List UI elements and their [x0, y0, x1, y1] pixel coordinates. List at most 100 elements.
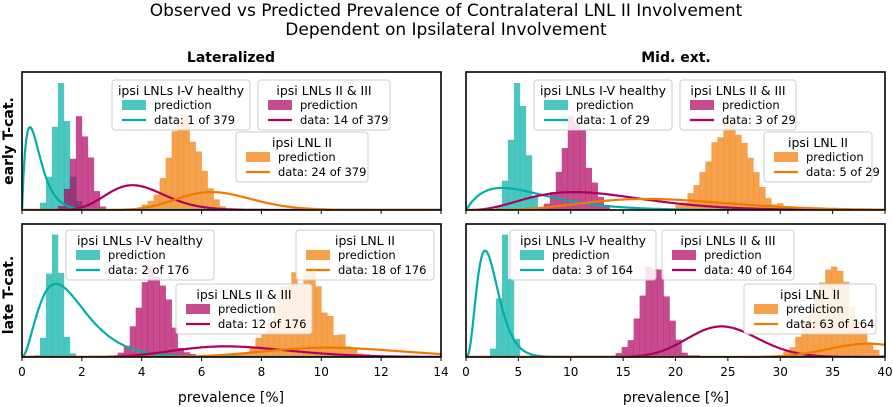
legend-swatch-prediction — [544, 100, 568, 110]
histogram-bar-red — [549, 192, 557, 210]
legend-label-prediction: prediction — [218, 302, 276, 316]
histogram-bar-red — [165, 299, 172, 357]
histogram-bar-orange — [327, 316, 334, 357]
legend-label-prediction: prediction — [786, 302, 844, 316]
panel-frame — [21, 71, 442, 211]
histogram-bar-green — [501, 180, 509, 210]
legend-label-data: data: 5 of 29 — [806, 165, 880, 179]
x-tick-label: 4 — [138, 365, 146, 379]
legend-box — [111, 79, 251, 131]
legend-label-prediction: prediction — [154, 98, 212, 112]
histogram-bar-red — [585, 167, 592, 210]
legend-title: ipsi LNLs I-V healthy — [540, 83, 667, 98]
x-tick-label: 20 — [668, 365, 683, 379]
histogram-bar-red — [63, 188, 71, 210]
histogram-bar-green — [513, 83, 521, 210]
legend-label-prediction: prediction — [338, 248, 396, 262]
histogram-bar-orange — [261, 334, 268, 357]
x-tick-label: 10 — [314, 365, 329, 379]
histogram-bar-orange — [723, 116, 730, 210]
legend-label-data: data: 3 of 29 — [722, 113, 796, 127]
legend-title: ipsi LNLs II & III — [276, 83, 371, 98]
histogram-bar-green — [45, 273, 53, 357]
histogram-bar-green — [63, 121, 71, 210]
legend-box — [175, 283, 313, 335]
density-curve-green — [466, 249, 885, 357]
histogram-bar-orange — [705, 161, 712, 210]
histogram-bar-red — [639, 295, 646, 357]
legend-swatch-prediction — [774, 152, 798, 162]
histogram-bar-green — [51, 126, 59, 210]
histogram-bar-green — [69, 353, 77, 357]
histogram-bar-green — [525, 155, 533, 210]
histogram-bar-orange — [801, 322, 808, 357]
histogram-bar-orange — [699, 172, 706, 210]
histogram-bar-orange — [189, 141, 196, 210]
legend-label-prediction: prediction — [300, 98, 358, 112]
legend-box — [679, 79, 797, 131]
column-title-lateralized: Lateralized — [187, 50, 275, 66]
histogram-bar-orange — [177, 120, 184, 210]
histogram-bar-red — [177, 347, 184, 357]
histogram-bar-red — [87, 157, 95, 210]
histogram-bar-orange — [759, 187, 766, 210]
histogram-bar-orange — [201, 170, 208, 210]
histogram-bar-red — [633, 318, 640, 357]
histogram-bar-red — [123, 345, 131, 357]
legend-swatch-prediction — [672, 250, 696, 260]
legend-box — [295, 229, 435, 281]
figure-title-line1: Observed vs Predicted Prevalence of Cont… — [150, 1, 743, 21]
x-axis-label-left: prevalence [%] — [178, 390, 284, 406]
histogram-bar-red — [675, 339, 682, 357]
histogram-bar-green — [507, 279, 515, 357]
legend-title: ipsi LNLs II & III — [690, 83, 785, 98]
histogram-bar-orange — [213, 199, 220, 210]
histogram-bar-green — [39, 337, 47, 357]
histogram-bar-red — [651, 269, 658, 357]
legend-title: ipsi LNLs II & III — [196, 287, 291, 302]
density-curve-red — [466, 325, 885, 357]
histogram-bar-green — [507, 139, 515, 210]
histogram-bar-orange — [873, 349, 880, 357]
legend-title: ipsi LNL II — [272, 135, 332, 150]
histogram-bar-red — [591, 182, 598, 210]
legend-label-prediction: prediction — [806, 150, 864, 164]
legend-swatch-prediction — [186, 304, 210, 314]
histogram-bar-red — [645, 266, 652, 357]
histogram-bar-orange — [729, 122, 736, 210]
histogram-bar-orange — [207, 188, 214, 210]
histogram-bar-red — [621, 347, 628, 357]
histogram-bar-green — [63, 336, 71, 357]
legend-label-data: data: 2 of 176 — [108, 263, 189, 277]
histogram-bar-green — [39, 202, 47, 210]
histogram-bar-orange — [747, 157, 754, 210]
histogram-bar-red — [171, 327, 178, 357]
legend-label-prediction: prediction — [704, 248, 762, 262]
histogram-bar-red — [561, 147, 569, 210]
legend-label-prediction: prediction — [278, 150, 336, 164]
density-curve-orange — [22, 346, 441, 357]
x-tick-label: 8 — [258, 365, 266, 379]
histogram-bar-red — [141, 282, 148, 357]
histogram-bar-red — [135, 307, 143, 357]
histogram-bar-orange — [783, 351, 790, 357]
legend-title: ipsi LNLs I-V healthy — [77, 233, 204, 248]
histogram-bar-orange — [735, 134, 742, 210]
histogram-bar-green — [513, 338, 521, 357]
legend-label-data: data: 40 of 164 — [704, 263, 792, 277]
histogram-bar-orange — [885, 356, 891, 357]
legend-label-data: data: 1 of 379 — [154, 113, 235, 127]
histogram-bar-green — [57, 272, 65, 357]
histogram-bar-orange — [711, 142, 718, 210]
histogram-bar-orange — [195, 151, 202, 210]
legend-box — [763, 131, 873, 183]
histogram-bar-red — [663, 296, 670, 357]
histogram-bar-red — [603, 205, 610, 210]
